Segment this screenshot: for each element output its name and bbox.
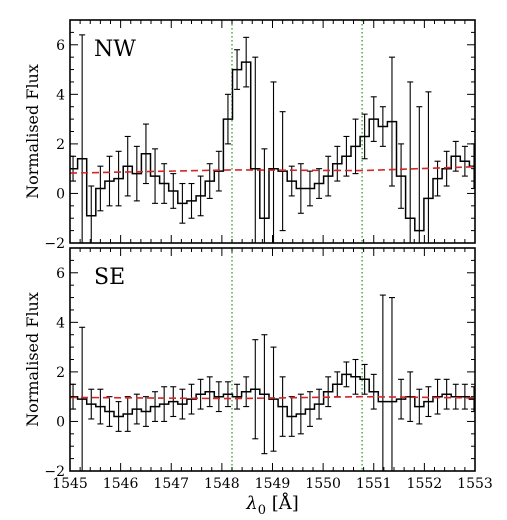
panel-frame (69, 19, 476, 244)
y-tick-label: −2 (44, 464, 65, 480)
x-axis-label-main: λ (245, 493, 257, 514)
panel-nw: −2 0 2 4 6 NW Normalised Flux (23, 19, 476, 252)
x-tick-label: 1549 (255, 476, 291, 492)
y-tick-label: 6 (56, 38, 65, 54)
y-tick-label: 4 (56, 315, 65, 331)
spectrum-step-line (70, 61, 475, 232)
x-tick-label: 1548 (204, 476, 240, 492)
x-tick-label: 1553 (457, 476, 493, 492)
y-tick-label: 0 (56, 414, 65, 430)
y-tick-label: 4 (56, 87, 65, 103)
x-axis-label: λ0 [Å] (245, 492, 298, 518)
y-tick-label: 2 (56, 365, 65, 381)
panel-label: NW (94, 37, 136, 62)
x-tick-label: 1552 (407, 476, 443, 492)
y-axis-label: Normalised Flux (23, 292, 42, 427)
y-tick-label: 0 (56, 186, 65, 202)
y-axis-label: Normalised Flux (23, 64, 42, 199)
x-tick-label: 1547 (153, 476, 189, 492)
x-tick-label: 1546 (103, 476, 139, 492)
model-line (70, 165, 475, 174)
panel-frame (69, 247, 476, 472)
x-tick-label: 1551 (356, 476, 392, 492)
x-tick-label: 1550 (305, 476, 341, 492)
y-tick-label: 2 (56, 137, 65, 153)
y-tick-label: 6 (56, 266, 65, 282)
x-axis-label-sub: 0 (258, 503, 266, 518)
x-axis-label-rest: [Å] (266, 492, 299, 514)
y-tick-label: −2 (44, 236, 65, 252)
panel-label: SE (94, 265, 125, 290)
model-line (70, 395, 475, 400)
panel-se: −2 0 2 4 6 1545 1546 1547 1548 1549 1550 1551 1552 15… (23, 247, 493, 518)
x-tick-label: 1545 (52, 476, 88, 492)
